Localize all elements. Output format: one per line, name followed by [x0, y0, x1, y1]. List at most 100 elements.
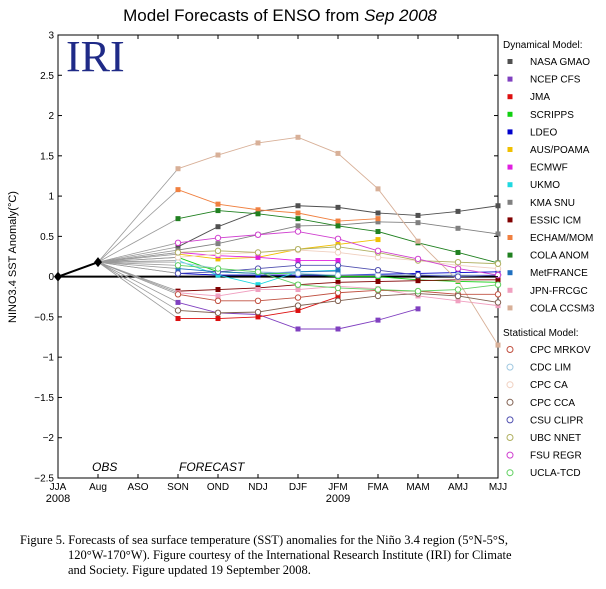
- x-tick-label: AMJ: [448, 482, 468, 493]
- data-point: [215, 152, 221, 158]
- legend-marker: [507, 182, 513, 188]
- y-tick-label: −1: [43, 353, 55, 364]
- series-line-cola-ccsm3: [97, 136, 499, 346]
- data-point: [414, 287, 422, 295]
- legend-marker: [507, 76, 513, 82]
- data-point: [215, 201, 221, 207]
- data-point: [254, 231, 262, 238]
- legend-marker: [507, 164, 513, 170]
- connector-line: [97, 246, 179, 263]
- enso-forecast-chart: Model Forecasts of ENSO from Sep 2008 IR…: [7, 6, 595, 505]
- data-point: [495, 277, 501, 283]
- x-tick-label: MAM: [406, 482, 429, 493]
- data-point: [454, 273, 462, 280]
- data-point: [415, 306, 421, 312]
- legend-entry-label: NASA GMAO: [530, 57, 590, 68]
- connector-line: [97, 261, 179, 319]
- legend-entry-label: MetFRANCE: [530, 268, 588, 279]
- data-point: [375, 216, 381, 222]
- legend-entry-label: CDC LIM: [530, 363, 571, 374]
- legend-marker: [506, 398, 514, 406]
- x-tick-label: NDJ: [248, 482, 267, 493]
- y-axis-label: NINO3.4 SST Anomaly(°C): [7, 191, 19, 323]
- data-point: [294, 281, 302, 288]
- legend-entry-label: SCRIPPS: [530, 110, 574, 121]
- data-point: [215, 224, 221, 230]
- legend-marker: [507, 287, 513, 293]
- legend-marker: [507, 270, 513, 276]
- forecast-lines: [97, 136, 499, 346]
- data-point: [335, 258, 341, 264]
- data-point: [174, 249, 182, 256]
- legend-heading: Dynamical Model:: [503, 40, 582, 51]
- legend-marker: [507, 147, 513, 152]
- legend-marker: [507, 111, 513, 117]
- legend-entry-label: CPC MRKOV: [530, 345, 591, 356]
- data-point: [295, 216, 301, 222]
- x-tick-label: JFM: [328, 482, 347, 493]
- data-point: [495, 303, 501, 309]
- data-point: [255, 140, 261, 146]
- data-point: [374, 247, 382, 255]
- y-tick-label: 2: [48, 111, 54, 122]
- data-point: [255, 314, 261, 320]
- data-point: [335, 268, 341, 274]
- data-point: [375, 229, 381, 235]
- connector-line: [97, 256, 179, 263]
- caption-line-1: Figure 5. Forecasts of sea surface tempe…: [20, 533, 508, 547]
- data-point: [294, 246, 302, 253]
- data-point: [334, 271, 342, 279]
- connector-line: [97, 261, 179, 295]
- connector-line: [97, 252, 179, 263]
- data-point: [455, 278, 461, 284]
- data-point: [215, 293, 221, 299]
- data-point: [455, 298, 461, 304]
- connector-line: [97, 261, 179, 311]
- data-point: [255, 287, 261, 293]
- data-point: [335, 204, 341, 210]
- legend-marker: [506, 416, 514, 424]
- data-point: [415, 212, 421, 218]
- data-point: [175, 187, 181, 193]
- x-tick-label: SON: [167, 482, 189, 493]
- data-point: [255, 282, 261, 288]
- data-point: [215, 208, 221, 214]
- observed-line: [57, 261, 99, 278]
- data-point: [334, 235, 342, 242]
- plot-frame: [57, 34, 499, 479]
- y-tick-label: 0.5: [40, 232, 54, 243]
- data-point: [375, 317, 381, 323]
- data-point: [215, 287, 221, 293]
- y-tick-label: 3: [48, 31, 54, 42]
- data-point: [174, 262, 182, 269]
- chart-title-main: Model Forecasts of ENSO from: [123, 6, 359, 25]
- caption-line-3: and Society. Figure updated 19 September…: [68, 563, 311, 577]
- legend-marker: [507, 59, 513, 64]
- legend-entry-label: NCEP CFS: [530, 75, 581, 86]
- data-point: [295, 203, 301, 209]
- data-point: [455, 225, 461, 231]
- data-point: [175, 316, 181, 322]
- data-point: [414, 255, 422, 263]
- legend-entry-label: COLA ANOM: [530, 251, 589, 262]
- y-tick-label: −0.5: [34, 312, 54, 323]
- legend-entry-label: AUS/POAMA: [530, 145, 590, 156]
- legend: Dynamical Model: NASA GMAO NCEP CFS JMA SCRI…: [503, 40, 595, 479]
- forecast-markers: [174, 134, 502, 348]
- data-point: [255, 207, 261, 213]
- legend-entry-label: UBC NNET: [530, 433, 581, 444]
- data-point: [295, 210, 301, 216]
- series-line: [177, 189, 379, 222]
- data-point: [215, 316, 221, 322]
- data-point: [455, 249, 461, 255]
- chart-title-date: Sep 2008: [364, 6, 437, 25]
- x-tick-label: OND: [207, 482, 229, 493]
- x-tick-label: JJA: [50, 482, 67, 493]
- legend-entry-label: CPC CCA: [530, 398, 575, 409]
- connector-line: [97, 261, 179, 266]
- data-point: [294, 228, 302, 235]
- x-tick-label: ASO: [127, 482, 148, 493]
- data-point: [214, 265, 222, 272]
- data-point: [334, 243, 342, 251]
- data-point: [294, 270, 302, 277]
